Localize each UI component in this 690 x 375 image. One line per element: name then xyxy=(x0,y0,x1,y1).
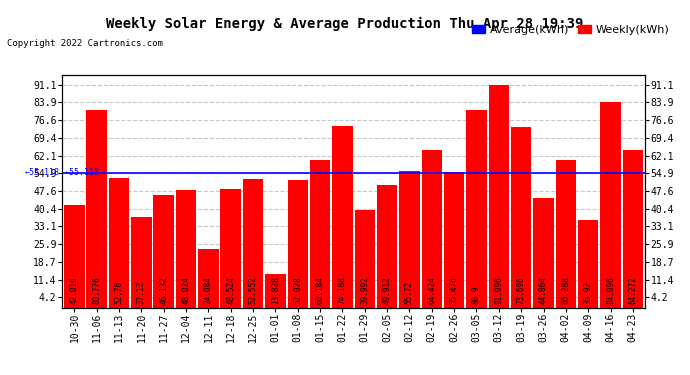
Bar xyxy=(578,220,598,308)
Bar xyxy=(533,198,554,308)
Text: 52.76: 52.76 xyxy=(115,281,124,304)
Bar xyxy=(444,172,464,308)
Bar xyxy=(489,84,509,308)
Text: 52.028: 52.028 xyxy=(293,276,302,304)
Bar xyxy=(400,171,420,308)
Bar xyxy=(600,102,621,308)
Text: 49.912: 49.912 xyxy=(383,276,392,304)
Bar xyxy=(355,210,375,308)
Text: 24.084: 24.084 xyxy=(204,276,213,304)
Text: ←55.118: ←55.118 xyxy=(24,168,59,177)
Text: 37.12: 37.12 xyxy=(137,281,146,304)
Text: Copyright 2022 Cartronics.com: Copyright 2022 Cartronics.com xyxy=(7,39,163,48)
Bar xyxy=(243,179,264,308)
Bar xyxy=(131,217,152,308)
Text: 80.9: 80.9 xyxy=(472,285,481,304)
Text: 91.096: 91.096 xyxy=(494,276,503,304)
Text: 35.92: 35.92 xyxy=(584,281,593,304)
Text: 44.864: 44.864 xyxy=(539,276,548,304)
Bar xyxy=(221,189,241,308)
Text: 74.188: 74.188 xyxy=(338,276,347,304)
Text: ←55.118: ←55.118 xyxy=(65,168,100,177)
Text: 13.828: 13.828 xyxy=(271,276,280,304)
Bar xyxy=(86,110,107,308)
Text: 48.524: 48.524 xyxy=(226,276,235,304)
Text: 60.288: 60.288 xyxy=(562,276,571,304)
Text: 64.424: 64.424 xyxy=(427,276,436,304)
Text: 80.776: 80.776 xyxy=(92,276,101,304)
Bar xyxy=(555,160,576,308)
Text: 73.696: 73.696 xyxy=(517,276,526,304)
Bar xyxy=(288,180,308,308)
Bar xyxy=(310,160,331,308)
Text: 55.476: 55.476 xyxy=(450,276,459,304)
Text: 52.552: 52.552 xyxy=(248,276,257,304)
Bar xyxy=(64,205,85,308)
Bar xyxy=(511,127,531,308)
Text: 39.992: 39.992 xyxy=(360,276,369,304)
Bar xyxy=(466,110,486,308)
Text: 48.024: 48.024 xyxy=(181,276,190,304)
Bar xyxy=(198,249,219,308)
Text: 46.132: 46.132 xyxy=(159,276,168,304)
Text: 64.272: 64.272 xyxy=(629,276,638,304)
Bar xyxy=(153,195,174,308)
Text: 42.016: 42.016 xyxy=(70,276,79,304)
Legend: Average(kWh), Weekly(kWh): Average(kWh), Weekly(kWh) xyxy=(468,21,674,39)
Bar xyxy=(622,150,643,308)
Bar xyxy=(332,126,353,308)
Bar xyxy=(176,190,197,308)
Text: 84.096: 84.096 xyxy=(606,276,615,304)
Text: Weekly Solar Energy & Average Production Thu Apr 28 19:39: Weekly Solar Energy & Average Production… xyxy=(106,17,584,31)
Bar xyxy=(109,178,129,308)
Bar xyxy=(265,274,286,308)
Text: 55.72: 55.72 xyxy=(405,281,414,304)
Bar xyxy=(377,185,397,308)
Bar xyxy=(422,150,442,308)
Text: 60.184: 60.184 xyxy=(315,276,324,304)
